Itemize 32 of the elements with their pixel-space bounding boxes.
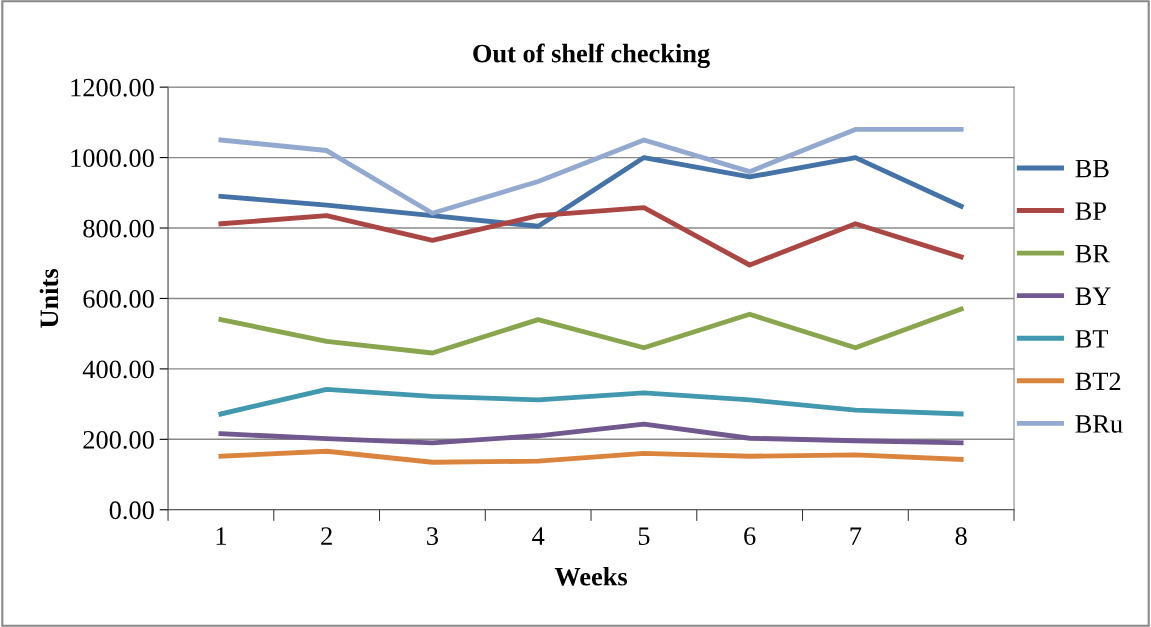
y-tick-label: 1200.00 [71, 78, 154, 97]
y-tick-label: 800.00 [83, 219, 154, 238]
x-tick-label: 6 [744, 527, 756, 545]
legend-label: BT2 [1075, 372, 1121, 391]
y-tick-label: 0.00 [109, 501, 154, 520]
legend-label: BP [1075, 202, 1106, 220]
line-series [218, 126, 964, 216]
x-tick-label: 4 [532, 527, 545, 545]
x-tick-label: 7 [850, 527, 862, 545]
legend-label: BY [1075, 287, 1111, 305]
line-series [218, 205, 964, 268]
x-axis-title: Weeks [554, 567, 628, 586]
line-series [218, 155, 964, 229]
legend-label: BRu [1075, 415, 1123, 433]
legend-label: BT [1075, 330, 1109, 348]
y-tick-label: 400.00 [82, 360, 154, 379]
x-tick-label: 5 [638, 527, 650, 545]
line-series [218, 448, 964, 465]
chart-title: Out of shelf checking [473, 43, 710, 68]
x-tick-label: 3 [427, 527, 438, 545]
line-series [218, 421, 964, 446]
y-tick-label: 1000.00 [71, 149, 154, 168]
x-tick-label: 2 [321, 527, 332, 545]
legend-label: BB [1075, 159, 1109, 178]
x-tick-label: 1 [216, 527, 226, 545]
y-axis-title: Units [39, 269, 59, 328]
line-series [218, 386, 964, 417]
y-tick-label: 600.00 [83, 290, 154, 308]
legend-label: BR [1075, 245, 1110, 263]
y-tick-label: 200.00 [83, 430, 154, 449]
x-tick-label: 8 [955, 527, 967, 545]
line-series [218, 306, 964, 356]
